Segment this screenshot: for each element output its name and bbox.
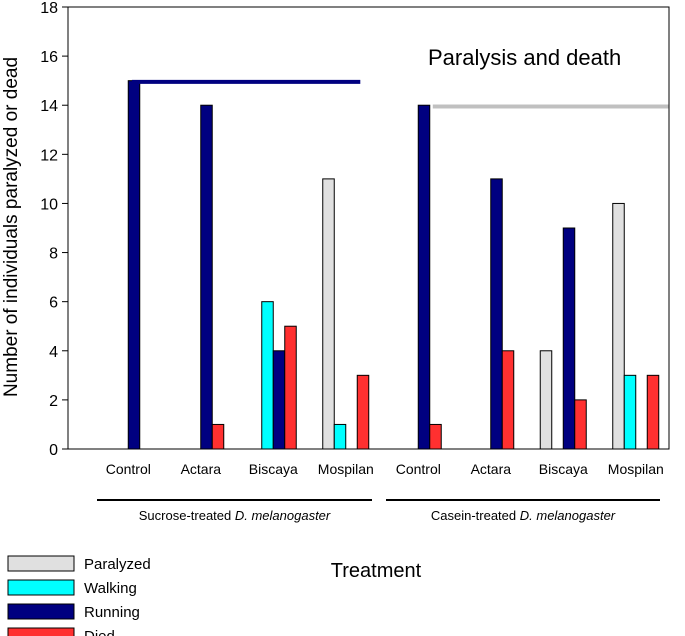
bar-running-biscaya-2 xyxy=(273,351,285,449)
y-tick-label-6: 6 xyxy=(49,295,58,312)
group-label-2: Casein-treated D. melanogaster xyxy=(431,508,616,523)
bar-paralyzed-mospilan-7 xyxy=(613,203,625,449)
x-axis-label: Treatment xyxy=(331,560,422,582)
y-tick-label-4: 4 xyxy=(49,344,58,361)
bar-died-actara-1 xyxy=(212,424,224,449)
bar-died-mospilan-3 xyxy=(357,375,369,449)
bar-paralyzed-mospilan-3 xyxy=(323,179,335,449)
bar-died-mospilan-7 xyxy=(647,375,659,449)
y-tick-label-10: 10 xyxy=(40,196,58,213)
x-tick-label-actara-5: Actara xyxy=(471,461,512,477)
bar-died-actara-5 xyxy=(502,351,514,449)
y-tick-label-14: 14 xyxy=(40,98,58,115)
legend-swatch-paralyzed xyxy=(8,556,74,571)
legend-label-died: Died xyxy=(84,628,115,636)
x-tick-label-biscaya-2: Biscaya xyxy=(249,461,298,477)
group-label-1: Sucrose-treated D. melanogaster xyxy=(139,508,331,523)
bar-running-biscaya-6 xyxy=(563,228,575,449)
x-tick-label-biscaya-6: Biscaya xyxy=(539,461,588,477)
x-tick-label-actara-1: Actara xyxy=(181,461,222,477)
group-labels: Sucrose-treated D. melanogaster Casein-tr… xyxy=(97,500,660,523)
bar-walking-mospilan-3 xyxy=(334,424,346,449)
y-tick-label-2: 2 xyxy=(49,393,58,410)
bar-chart: 0 2 4 6 8 10 12 14 16 18 Control Actara Biscaya Mospi… xyxy=(0,0,685,636)
legend-swatch-died xyxy=(8,628,74,636)
y-tick-label-18: 18 xyxy=(40,0,58,17)
y-tick-label-0: 0 xyxy=(49,442,58,459)
bar-walking-mospilan-7 xyxy=(624,375,636,449)
bar-died-biscaya-2 xyxy=(285,326,297,449)
bar-running-control-4 xyxy=(418,105,430,449)
bar-running-actara-5 xyxy=(491,179,503,449)
bar-died-biscaya-6 xyxy=(575,400,587,449)
bar-died-control-4 xyxy=(430,424,442,449)
bar-running-control-0 xyxy=(128,81,140,449)
y-tick-label-8: 8 xyxy=(49,246,58,263)
x-tick-label-control-4: Control xyxy=(396,461,441,477)
legend-label-running: Running xyxy=(84,604,140,621)
y-axis-label: Number of individuals paralyzed or dead xyxy=(1,57,22,397)
legend: Paralyzed Walking Running Died xyxy=(8,556,151,636)
bars-layer xyxy=(128,81,659,449)
x-tick-label-mospilan-7: Mospilan xyxy=(608,461,664,477)
y-tick-label-16: 16 xyxy=(40,49,58,66)
bar-paralyzed-biscaya-6 xyxy=(540,351,552,449)
chart-title: Paralysis and death xyxy=(428,45,621,70)
reference-lines xyxy=(132,82,669,107)
bar-walking-biscaya-2 xyxy=(262,302,274,449)
legend-swatch-running xyxy=(8,604,74,619)
x-tick-label-mospilan-3: Mospilan xyxy=(318,461,374,477)
x-tick-label-control-0: Control xyxy=(106,461,151,477)
legend-label-paralyzed: Paralyzed xyxy=(84,556,151,573)
bar-running-actara-1 xyxy=(201,105,213,449)
y-tick-label-12: 12 xyxy=(40,147,58,164)
legend-swatch-walking xyxy=(8,580,74,595)
legend-label-walking: Walking xyxy=(84,580,137,597)
